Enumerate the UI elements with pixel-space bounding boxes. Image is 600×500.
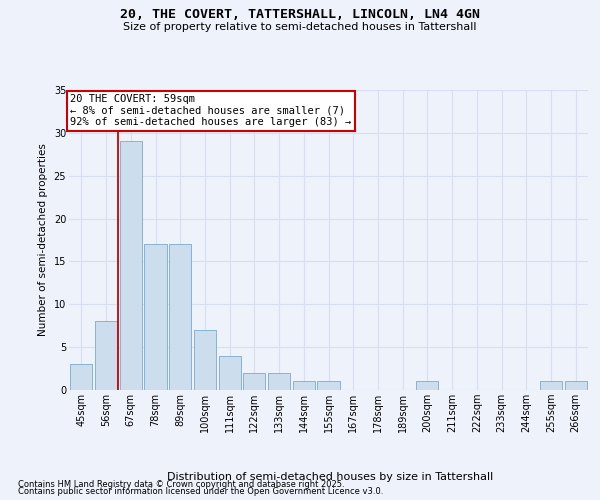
- Bar: [243, 373, 265, 390]
- Bar: [145, 244, 167, 390]
- Bar: [416, 382, 439, 390]
- Bar: [565, 382, 587, 390]
- Bar: [194, 330, 216, 390]
- Text: Contains public sector information licensed under the Open Government Licence v3: Contains public sector information licen…: [18, 487, 383, 496]
- Bar: [95, 322, 117, 390]
- Bar: [268, 373, 290, 390]
- Text: 20 THE COVERT: 59sqm
← 8% of semi-detached houses are smaller (7)
92% of semi-de: 20 THE COVERT: 59sqm ← 8% of semi-detach…: [70, 94, 352, 128]
- Text: Contains HM Land Registry data © Crown copyright and database right 2025.: Contains HM Land Registry data © Crown c…: [18, 480, 344, 489]
- Bar: [169, 244, 191, 390]
- Bar: [317, 382, 340, 390]
- Bar: [293, 382, 315, 390]
- Bar: [70, 364, 92, 390]
- Bar: [218, 356, 241, 390]
- Bar: [119, 142, 142, 390]
- Text: 20, THE COVERT, TATTERSHALL, LINCOLN, LN4 4GN: 20, THE COVERT, TATTERSHALL, LINCOLN, LN…: [120, 8, 480, 20]
- Bar: [540, 382, 562, 390]
- Y-axis label: Number of semi-detached properties: Number of semi-detached properties: [38, 144, 48, 336]
- Text: Distribution of semi-detached houses by size in Tattershall: Distribution of semi-detached houses by …: [167, 472, 493, 482]
- Text: Size of property relative to semi-detached houses in Tattershall: Size of property relative to semi-detach…: [123, 22, 477, 32]
